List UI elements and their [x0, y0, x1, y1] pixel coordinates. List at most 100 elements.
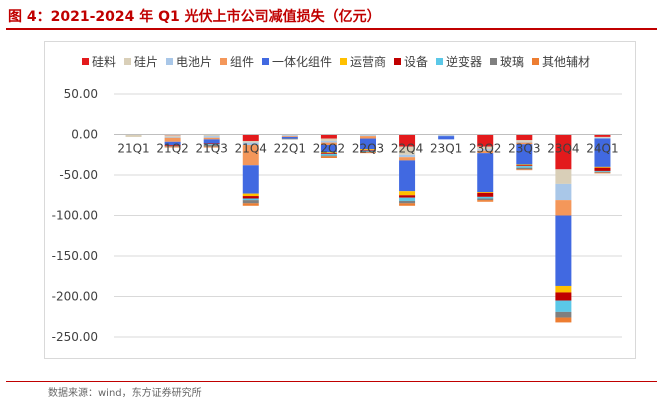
- x-tick-label: 23Q3: [508, 142, 540, 156]
- bar-segment: [555, 134, 572, 170]
- y-tick-label: -100.00: [52, 209, 98, 223]
- bar-segment: [164, 145, 181, 146]
- legend-swatch: [220, 58, 227, 65]
- bar-segment: [594, 172, 611, 174]
- bar-segment: [399, 160, 416, 192]
- bar-segment: [555, 183, 572, 201]
- bar-segment: [360, 135, 376, 137]
- bar-segment: [164, 135, 181, 137]
- chart-frame: [44, 41, 636, 359]
- bar-segment: [594, 137, 611, 139]
- bar-segment: [594, 138, 611, 167]
- y-tick-label: -50.00: [59, 168, 98, 182]
- bar-segment: [242, 193, 259, 197]
- legend-label: 一体化组件: [272, 55, 332, 69]
- legend-label: 硅片: [134, 55, 158, 69]
- bar-segment: [203, 137, 220, 140]
- x-tick-label: 22Q1: [274, 142, 306, 156]
- x-tick-label: 22Q3: [352, 142, 384, 156]
- bar-segment: [320, 156, 337, 158]
- bar-segment: [438, 135, 455, 137]
- bar-segment: [555, 311, 572, 318]
- bar-segment: [125, 134, 142, 137]
- legend-swatch: [532, 58, 539, 65]
- bar-segment: [516, 167, 533, 170]
- bar-segment: [360, 150, 376, 152]
- legend-label: 组件: [230, 55, 254, 69]
- bar-segment: [399, 203, 416, 206]
- legend-label: 电池片: [176, 55, 212, 69]
- gridlines: [114, 93, 622, 338]
- bar-segment: [399, 146, 416, 155]
- source-note: 数据来源：wind，东方证券研究所: [48, 388, 202, 399]
- x-tick-label: 21Q1: [117, 142, 149, 156]
- legend: 硅料 硅片 电池片 组件 一体化组件 运营商 设备 逆变器 玻璃 其他辅材: [82, 54, 590, 69]
- bar-segment: [320, 140, 337, 143]
- bar-segment: [555, 200, 572, 216]
- bar-segment: [516, 164, 533, 166]
- bar-segment: [164, 146, 181, 148]
- bar-segment: [516, 141, 533, 143]
- x-tick-label: 23Q2: [469, 142, 501, 156]
- bar-segment: [477, 200, 494, 202]
- legend-label: 逆变器: [446, 54, 482, 69]
- bar-segment: [555, 300, 572, 312]
- bar-segment: [320, 145, 337, 153]
- bar-segment: [320, 134, 337, 139]
- bar-segment: [555, 292, 572, 301]
- bar-segment: [320, 153, 337, 154]
- bar-segment: [555, 285, 572, 293]
- bar-segment: [164, 141, 181, 146]
- bar-segment: [360, 151, 376, 153]
- y-tick-label: -200.00: [52, 290, 98, 304]
- bar-segment: [555, 317, 572, 323]
- x-tick-label: 24Q1: [586, 142, 618, 156]
- bar-segment: [477, 149, 494, 151]
- bar-segment: [203, 139, 220, 144]
- bar-segment: [164, 136, 181, 138]
- bar-segment: [164, 145, 181, 147]
- bar-segment: [516, 169, 533, 171]
- bar-segment: [203, 146, 220, 148]
- bar-segment: [516, 142, 533, 145]
- legend-label: 其他辅材: [542, 55, 590, 69]
- bar-segment: [360, 138, 376, 150]
- bar-segment: [594, 167, 611, 171]
- bar-segment: [203, 134, 220, 137]
- legend-swatch: [394, 58, 401, 65]
- source-rule: [6, 381, 657, 382]
- bar-segment: [477, 150, 494, 154]
- bar-segment: [477, 134, 494, 147]
- bar-segment: [164, 137, 181, 142]
- bar-segment: [281, 135, 298, 137]
- x-tick-label: 21Q2: [156, 142, 188, 156]
- legend-swatch: [262, 58, 269, 65]
- bar-segment: [360, 152, 376, 154]
- bar-segment: [477, 198, 494, 201]
- legend-swatch: [340, 58, 347, 65]
- bar-segment: [242, 196, 259, 199]
- bar-segment: [399, 195, 416, 198]
- figure-title: 图 4：2021-2024 年 Q1 光伏上市公司减值损失（亿元）: [8, 9, 381, 25]
- bar-segment: [360, 149, 376, 151]
- bar-segment: [594, 136, 611, 138]
- bar-segment: [594, 134, 611, 137]
- bar-segment: [203, 143, 220, 145]
- legend-swatch: [166, 58, 173, 65]
- x-tick-label: 22Q2: [313, 142, 345, 156]
- bar-segment: [516, 140, 533, 142]
- bar-segment: [516, 165, 533, 167]
- bars: [125, 134, 611, 323]
- bar-segment: [477, 192, 494, 193]
- legend-label: 硅料: [92, 55, 116, 69]
- bar-segment: [242, 200, 259, 204]
- bar-segment: [203, 136, 220, 138]
- bar-segment: [281, 136, 298, 139]
- legend-label: 玻璃: [500, 55, 524, 69]
- y-tick-label: -150.00: [52, 249, 98, 263]
- bar-segment: [320, 138, 337, 141]
- bar-segment: [320, 155, 337, 157]
- bar-segment: [242, 203, 259, 206]
- bar-segment: [555, 215, 572, 286]
